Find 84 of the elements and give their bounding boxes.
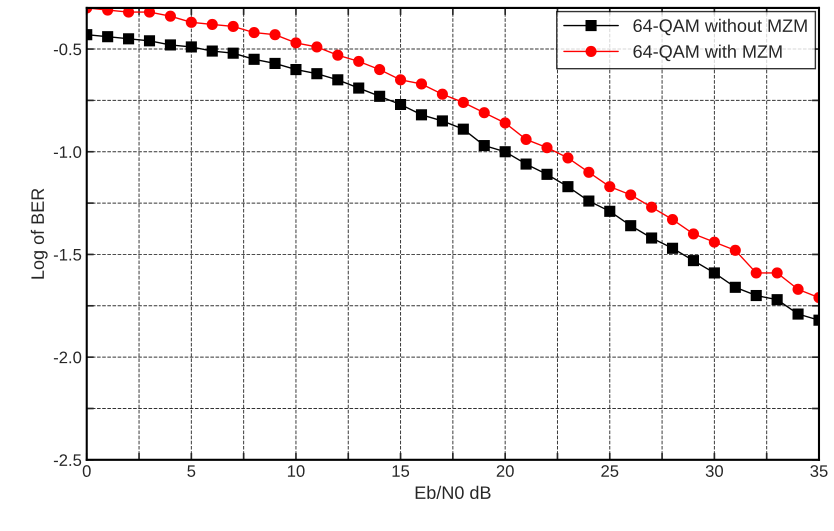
y-tick-label: -0.5 <box>54 43 82 56</box>
point <box>395 74 406 86</box>
x-axis-title: Eb/N0 dB <box>416 486 491 500</box>
y-tick-label: -2.0 <box>54 352 82 364</box>
y-tick-label: -2.5 <box>54 454 82 466</box>
point <box>688 255 700 266</box>
point <box>478 107 490 118</box>
point <box>772 294 783 306</box>
point <box>374 64 386 76</box>
point <box>750 267 762 278</box>
point <box>625 189 636 200</box>
point <box>458 124 469 135</box>
point <box>290 37 302 48</box>
point <box>186 41 197 53</box>
point <box>520 134 532 145</box>
point <box>269 58 281 69</box>
point <box>144 8 156 18</box>
x-tick-label: 5 <box>187 465 196 477</box>
point <box>206 18 218 30</box>
legend-label: 64-QAM with MZM <box>634 44 782 62</box>
point <box>186 16 197 28</box>
point <box>541 142 553 154</box>
point <box>311 68 322 80</box>
point <box>562 152 574 164</box>
point <box>311 41 322 53</box>
point <box>332 74 344 86</box>
point <box>164 39 176 50</box>
point <box>416 109 428 120</box>
point <box>353 82 364 94</box>
y-tick-label: -1.0 <box>54 146 82 158</box>
point <box>436 88 448 100</box>
x-tick-label: 30 <box>706 465 723 477</box>
point <box>458 96 469 108</box>
point <box>164 10 176 22</box>
point <box>688 228 700 240</box>
point <box>730 244 741 256</box>
point <box>478 140 490 152</box>
point <box>646 232 658 244</box>
x-tick-label: 25 <box>601 465 618 477</box>
point <box>604 206 616 217</box>
x-tick-label: 0 <box>82 465 91 477</box>
point <box>772 267 783 278</box>
point <box>625 220 636 232</box>
point <box>520 158 532 170</box>
point <box>583 166 594 178</box>
point <box>248 54 260 65</box>
point <box>102 31 114 42</box>
point <box>708 267 720 278</box>
point <box>123 8 134 18</box>
point <box>562 181 574 192</box>
point <box>248 27 260 38</box>
x-tick-label: 15 <box>392 465 410 477</box>
point <box>123 33 134 44</box>
x-tick-label: 35 <box>810 465 828 477</box>
point <box>228 20 239 32</box>
point <box>269 29 281 40</box>
point <box>792 308 804 320</box>
point <box>666 214 678 226</box>
point <box>666 242 678 254</box>
x-tick-label: 20 <box>496 465 514 477</box>
point <box>500 146 511 158</box>
point <box>730 282 741 293</box>
point <box>290 64 302 76</box>
point <box>395 98 406 110</box>
point <box>353 56 364 67</box>
point <box>541 168 553 180</box>
x-tick-label: 10 <box>288 465 305 477</box>
point <box>708 236 720 248</box>
point <box>416 78 428 90</box>
point <box>583 195 594 207</box>
point <box>604 181 616 192</box>
point <box>750 290 762 302</box>
point <box>792 284 804 295</box>
point <box>374 90 386 102</box>
point <box>206 46 218 57</box>
point <box>436 115 448 126</box>
y-tick-label: -1.5 <box>54 249 82 261</box>
y-axis-title: Log of BER <box>30 188 48 279</box>
point <box>332 50 344 61</box>
point <box>228 48 239 59</box>
point <box>500 117 511 129</box>
point <box>144 35 156 46</box>
legend-label: 64-QAM without MZM <box>634 18 807 36</box>
point <box>646 202 658 213</box>
